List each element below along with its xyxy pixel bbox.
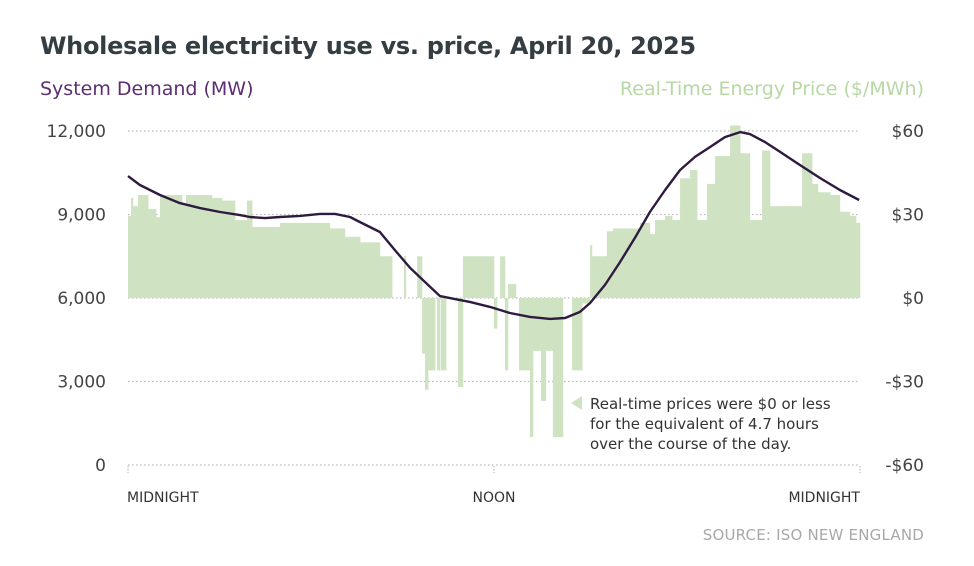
right-tick-label: $30 xyxy=(892,206,924,226)
price-bar xyxy=(655,220,666,298)
price-bar xyxy=(428,298,436,371)
price-bar xyxy=(640,222,651,298)
price-bar xyxy=(802,153,813,298)
annotation-line: Real-time prices were $0 or less xyxy=(590,395,831,413)
demand-line xyxy=(127,130,860,321)
price-bar xyxy=(128,215,132,298)
x-tick-label: MIDNIGHT xyxy=(788,490,860,506)
price-bar xyxy=(246,200,253,298)
price-bar xyxy=(690,169,698,298)
right-tick-label: -$60 xyxy=(885,456,924,476)
price-bar xyxy=(582,298,591,304)
price-bar xyxy=(839,211,851,298)
price-bar xyxy=(138,195,149,298)
left-tick-label: 12,000 xyxy=(47,122,106,142)
price-bar xyxy=(344,236,361,298)
price-bar xyxy=(160,195,183,298)
annotation-line: over the course of the day. xyxy=(590,435,792,453)
price-bar xyxy=(740,153,751,298)
price-bar xyxy=(458,298,464,388)
price-bar xyxy=(504,298,509,371)
price-bar xyxy=(812,183,819,298)
annotation-line: for the equivalent of 4.7 hours xyxy=(590,415,819,433)
right-axis-label: Real-Time Energy Price ($/MWh) xyxy=(619,78,924,100)
left-tick-label: 0 xyxy=(95,456,106,476)
price-bar xyxy=(817,192,831,298)
price-bar xyxy=(235,220,248,298)
price-bar xyxy=(606,231,614,298)
price-bar xyxy=(131,197,134,298)
price-bar xyxy=(379,256,393,298)
price-bar xyxy=(404,256,407,298)
price-bar xyxy=(849,215,857,298)
price-bar xyxy=(252,227,281,298)
price-bar xyxy=(181,203,187,298)
chart-title: Wholesale electricity use vs. price, Apr… xyxy=(40,32,696,60)
price-bar xyxy=(462,256,495,298)
price-bar xyxy=(440,298,447,371)
price-bar xyxy=(132,206,139,298)
price-bar xyxy=(425,298,429,390)
price-bar xyxy=(672,220,681,298)
price-bar xyxy=(680,178,691,298)
price-bar xyxy=(529,298,534,438)
left-axis-label: System Demand (MW) xyxy=(40,78,254,100)
price-bar xyxy=(715,156,731,298)
price-bar xyxy=(279,222,331,298)
price-bar xyxy=(185,195,213,298)
price-bar xyxy=(329,228,346,298)
left-tick-label: 3,000 xyxy=(57,373,106,393)
right-tick-label: -$30 xyxy=(885,373,924,393)
source-note: SOURCE: ISO NEW ENGLAND xyxy=(702,526,924,544)
price-bar xyxy=(422,298,426,354)
price-bar xyxy=(156,217,161,298)
annotation-arrow-icon xyxy=(571,396,582,410)
price-bar xyxy=(830,195,841,298)
price-bar xyxy=(148,208,157,298)
price-bar xyxy=(552,298,564,438)
price-bar xyxy=(762,150,771,298)
price-bar xyxy=(572,298,583,371)
right-tick-label: $60 xyxy=(892,122,924,142)
price-bar xyxy=(519,298,531,371)
price-bar xyxy=(436,298,441,371)
price-bar xyxy=(856,222,861,298)
price-bar xyxy=(360,242,381,298)
price-bar xyxy=(540,298,547,401)
x-tick-label: MIDNIGHT xyxy=(127,490,199,506)
price-bar xyxy=(749,220,763,298)
price-bar xyxy=(697,220,708,298)
annotation: Real-time prices were $0 or less for the… xyxy=(590,394,831,454)
price-bar xyxy=(770,206,803,298)
price-bar xyxy=(508,284,517,298)
price-bar xyxy=(590,245,593,298)
price-bar xyxy=(730,125,741,298)
left-tick-label: 9,000 xyxy=(57,206,106,226)
price-bar xyxy=(494,298,498,329)
price-bar xyxy=(211,197,223,298)
price-bar xyxy=(533,298,542,351)
price-bar xyxy=(612,228,641,298)
price-bar xyxy=(545,298,554,351)
x-tick-label: NOON xyxy=(473,490,516,506)
price-bar xyxy=(706,183,716,298)
price-bar xyxy=(500,256,506,298)
price-bar xyxy=(221,200,236,298)
price-bar xyxy=(665,215,673,298)
price-bar xyxy=(649,233,656,298)
left-tick-label: 6,000 xyxy=(57,289,106,309)
right-tick-label: $0 xyxy=(902,289,924,309)
